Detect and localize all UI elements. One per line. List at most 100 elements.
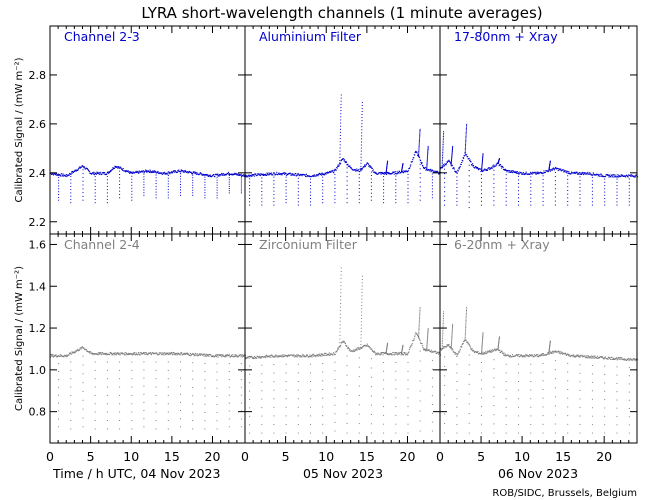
- data-point: [253, 355, 255, 357]
- data-point: [96, 172, 98, 174]
- dip-point: [616, 391, 618, 393]
- data-point: [514, 172, 516, 174]
- flare-point: [481, 351, 483, 353]
- data-point: [245, 176, 247, 178]
- data-point: [170, 172, 172, 174]
- data-point: [404, 354, 406, 356]
- dip-point: [358, 423, 360, 425]
- data-point: [328, 352, 330, 354]
- data-point: [203, 353, 205, 355]
- dip-point: [468, 201, 470, 203]
- flare-point: [360, 156, 362, 158]
- panel-frame: [244, 25, 441, 235]
- data-point: [52, 173, 54, 175]
- dip-point: [216, 412, 218, 414]
- flare-point: [426, 157, 428, 159]
- dip-point: [567, 193, 569, 195]
- flare-point: [340, 119, 342, 121]
- flare-point: [339, 153, 341, 155]
- dip-point: [228, 371, 230, 372]
- dip-point: [167, 361, 169, 363]
- data-point: [393, 354, 395, 356]
- data-point: [574, 355, 576, 357]
- flare-point: [360, 347, 362, 349]
- dip-point: [419, 181, 421, 183]
- data-point: [633, 176, 635, 178]
- data-point: [234, 355, 236, 357]
- data-point: [158, 353, 160, 355]
- dip-point: [261, 364, 263, 366]
- dip-point: [419, 390, 421, 392]
- data-point: [340, 160, 342, 162]
- data-point: [316, 174, 318, 176]
- data-point: [347, 163, 349, 165]
- data-point: [479, 168, 481, 170]
- data-point: [413, 338, 415, 340]
- data-point: [601, 355, 603, 357]
- data-point: [372, 169, 374, 171]
- data-point: [363, 345, 365, 347]
- flare-point: [498, 341, 500, 342]
- data-point: [295, 355, 297, 357]
- dip-point: [322, 380, 324, 382]
- data-point: [225, 354, 227, 356]
- data-point: [575, 355, 577, 357]
- data-point: [149, 352, 151, 354]
- x-tick-label: 0: [241, 449, 249, 464]
- data-point: [445, 346, 447, 348]
- dip-point: [261, 180, 263, 182]
- data-point: [118, 352, 120, 354]
- data-point: [377, 352, 379, 354]
- dip-point: [204, 181, 206, 183]
- flare-point: [464, 151, 466, 153]
- data-point: [224, 174, 226, 176]
- data-point: [159, 172, 161, 174]
- data-point: [412, 159, 414, 161]
- data-point: [489, 351, 491, 353]
- data-point: [129, 172, 131, 174]
- dip-point: [192, 420, 194, 422]
- data-point: [549, 170, 551, 172]
- data-point: [492, 350, 494, 352]
- data-point: [199, 354, 201, 356]
- flare-point: [442, 153, 444, 155]
- dip-point: [370, 178, 372, 180]
- data-point: [133, 353, 135, 355]
- data-point: [541, 172, 543, 174]
- data-point: [481, 353, 483, 355]
- data-point: [215, 355, 217, 357]
- dip-point: [456, 398, 458, 400]
- data-point: [422, 345, 424, 347]
- data-point: [596, 356, 598, 358]
- data-point: [235, 354, 237, 356]
- flare-point: [465, 328, 467, 330]
- dip-point: [106, 192, 108, 194]
- data-point: [628, 358, 630, 360]
- data-point: [403, 352, 405, 354]
- dip-point: [143, 377, 145, 379]
- flare-point: [442, 140, 444, 142]
- dip-point: [493, 377, 495, 379]
- data-point: [370, 166, 372, 168]
- dip-point: [444, 204, 446, 206]
- data-point: [130, 171, 132, 173]
- data-point: [313, 175, 315, 177]
- data-point: [548, 353, 550, 355]
- data-point: [588, 356, 590, 358]
- data-point: [164, 354, 166, 356]
- data-point: [528, 355, 530, 357]
- x-tick-label: 10: [318, 449, 334, 464]
- flare-point: [481, 168, 483, 170]
- flare-point: [360, 324, 362, 326]
- data-point: [413, 339, 415, 341]
- dip-point: [70, 411, 72, 413]
- data-point: [222, 355, 224, 357]
- data-point: [449, 162, 451, 164]
- data-point: [235, 172, 237, 174]
- data-point: [277, 355, 279, 357]
- data-point: [77, 168, 79, 170]
- data-point: [281, 173, 283, 175]
- data-point: [56, 356, 58, 358]
- data-point: [459, 348, 461, 350]
- data-point: [569, 354, 571, 356]
